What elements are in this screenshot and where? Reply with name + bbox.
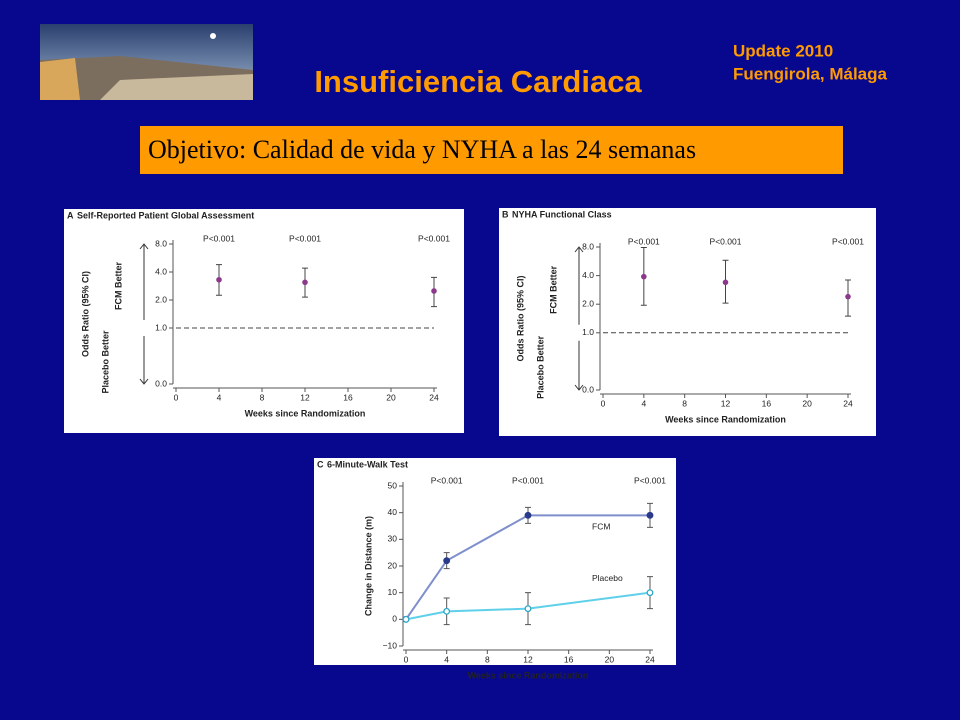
point — [524, 605, 532, 613]
chart-panel: A Self-Reported Patient Global Assessment… — [64, 209, 464, 433]
x-tick-label: 0 — [601, 398, 606, 408]
location: Fuengirola, Málaga — [733, 64, 888, 83]
x-tick-label: 8 — [260, 392, 265, 402]
y-upper-label: FCM Better — [548, 265, 558, 313]
panel-background — [499, 208, 876, 436]
y-tick-label: 30 — [388, 534, 398, 544]
y-lower-label: Placebo Better — [535, 335, 545, 399]
y-tick-label: 4.0 — [155, 266, 167, 276]
y-upper-label: FCM Better — [113, 262, 123, 310]
y-tick-label: 0.0 — [155, 378, 167, 388]
panel-background — [64, 209, 464, 433]
x-tick-label: 4 — [444, 654, 449, 664]
panel-background — [314, 458, 676, 665]
point — [646, 589, 654, 597]
y-tick-label: 2.0 — [155, 294, 167, 304]
x-tick-label: 0 — [174, 392, 179, 402]
series-line — [405, 591, 651, 621]
x-tick-label: 20 — [802, 398, 812, 408]
p-value: P<0.001 — [512, 475, 544, 485]
x-tick-label: 12 — [300, 392, 310, 402]
y-axis-label: Change in Distance (m) — [363, 516, 373, 616]
y-tick-label: 20 — [388, 560, 398, 570]
x-tick-label: 16 — [343, 392, 353, 402]
y-tick-label: 8.0 — [155, 238, 167, 248]
point — [443, 557, 451, 565]
x-tick-label: 24 — [645, 654, 655, 664]
chart-panel: C 6-Minute-Walk Test −10 0 10 20 30 40 50 0 4 8 12 16… — [314, 458, 676, 680]
y-axis-label: Odds Ratio (95% CI) — [515, 275, 525, 361]
slide-title: Insuficiencia Cardiaca — [314, 64, 642, 99]
y-tick-label: 4.0 — [582, 270, 594, 280]
point — [402, 615, 410, 623]
x-axis-label: Weeks since Randomization — [245, 408, 366, 418]
panel-letter: A — [67, 210, 74, 220]
x-tick-label: 12 — [523, 654, 533, 664]
point — [431, 288, 437, 294]
y-tick-label: 1.0 — [155, 322, 167, 332]
y-tick-label: 8.0 — [582, 241, 594, 251]
p-value: P<0.001 — [832, 236, 864, 246]
x-tick-label: 12 — [721, 398, 731, 408]
arrow — [139, 243, 149, 385]
p-value: P<0.001 — [628, 236, 660, 246]
x-tick-label: 24 — [429, 392, 439, 402]
x-axis-label: Weeks since Randomization — [468, 670, 589, 680]
x-tick-label: 24 — [843, 398, 853, 408]
arrow — [574, 246, 584, 391]
point — [443, 607, 451, 615]
y-tick-label: 1.0 — [582, 327, 594, 337]
series-label: Placebo — [592, 573, 623, 583]
p-value: P<0.001 — [431, 475, 463, 485]
update: Update 2010 — [733, 41, 833, 60]
y-lower-label: Placebo Better — [100, 330, 110, 394]
x-tick-label: 16 — [564, 654, 574, 664]
p-value: P<0.001 — [634, 475, 666, 485]
x-tick-label: 20 — [605, 654, 615, 664]
chart-panel: B NYHA Functional Class 0.0 1.0 2.0 4.0 8.0 0 4 8… — [499, 208, 876, 436]
x-tick-label: 16 — [762, 398, 772, 408]
chart-title: 6-Minute-Walk Test — [327, 459, 408, 469]
p-value: P<0.001 — [418, 233, 450, 243]
y-axis-label: Odds Ratio (95% CI) — [80, 271, 90, 357]
x-tick-label: 4 — [641, 398, 646, 408]
y-tick-label: 0.0 — [582, 384, 594, 394]
x-tick-label: 8 — [485, 654, 490, 664]
y-tick-label: 50 — [388, 480, 398, 490]
x-tick-label: 0 — [404, 654, 409, 664]
chart-title: Self-Reported Patient Global Assessment — [77, 210, 254, 220]
series-label: FCM — [592, 522, 610, 532]
p-value: P<0.001 — [710, 236, 742, 246]
y-tick-label: −10 — [383, 640, 398, 650]
objective: Objetivo: Calidad de vida y NYHA a las 2… — [148, 135, 696, 164]
point — [641, 273, 647, 280]
p-value: P<0.001 — [203, 233, 235, 243]
panel-letter: B — [502, 209, 509, 219]
y-tick-label: 10 — [388, 587, 398, 597]
header-photo — [40, 24, 253, 100]
panel-letter: C — [317, 459, 324, 469]
x-axis-label: Weeks since Randomization — [665, 414, 786, 424]
point — [524, 511, 532, 519]
point — [722, 279, 729, 286]
y-tick-label: 2.0 — [582, 298, 594, 308]
x-tick-label: 8 — [682, 398, 687, 408]
x-tick-label: 4 — [217, 392, 222, 402]
y-tick-label: 0 — [392, 614, 397, 624]
point — [216, 276, 222, 283]
objective-box — [140, 126, 843, 174]
series-line — [405, 514, 650, 620]
point — [845, 293, 851, 300]
point — [646, 511, 654, 519]
y-tick-label: 40 — [388, 507, 398, 517]
x-tick-label: 20 — [386, 392, 396, 402]
chart-title: NYHA Functional Class — [512, 209, 612, 219]
point — [302, 279, 308, 286]
p-value: P<0.001 — [289, 233, 321, 243]
